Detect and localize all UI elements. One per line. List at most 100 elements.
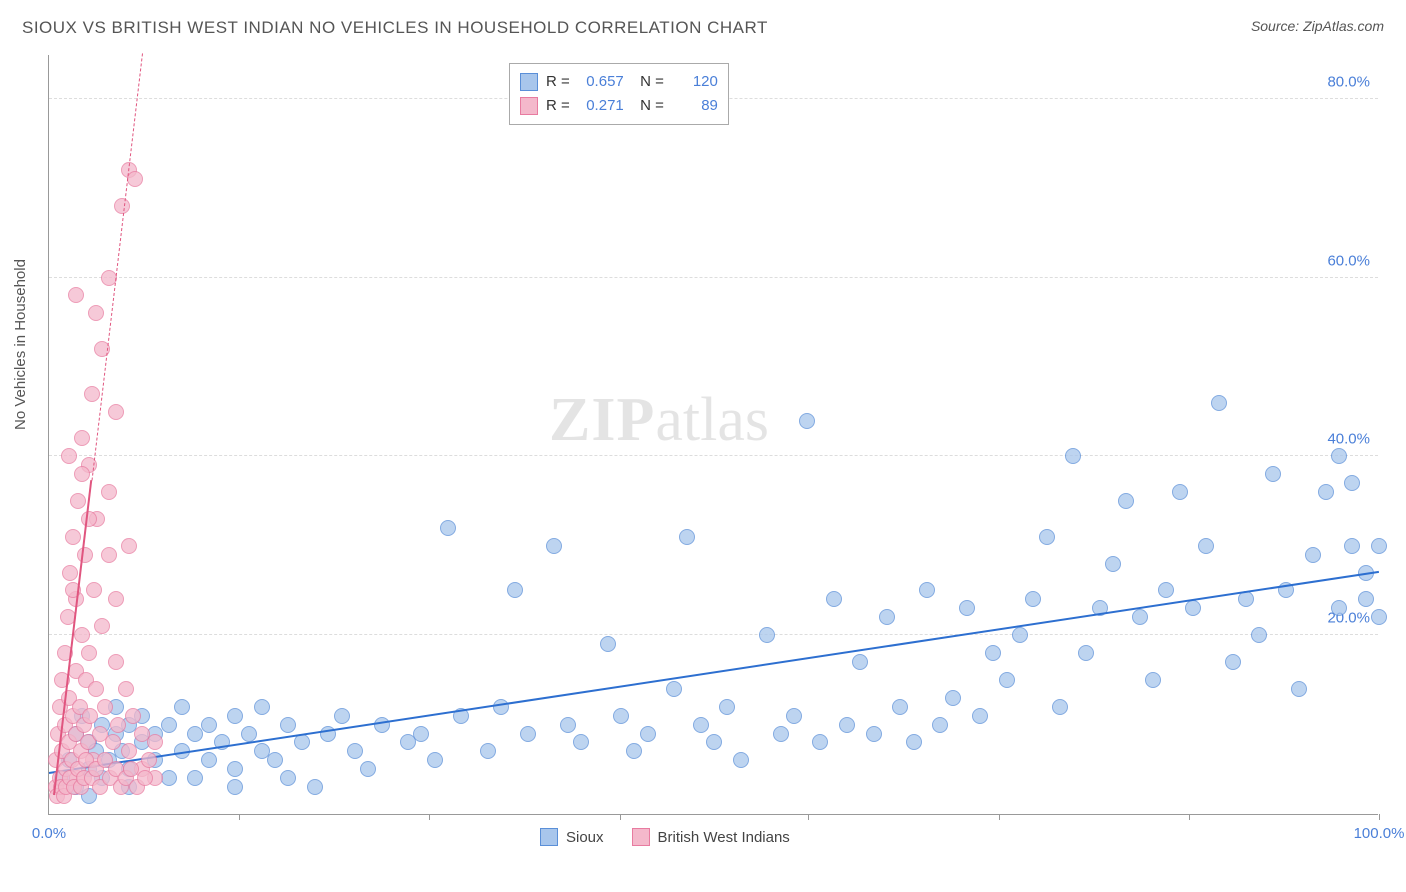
data-point bbox=[520, 726, 536, 742]
data-point bbox=[1291, 681, 1307, 697]
data-point bbox=[141, 752, 157, 768]
data-point bbox=[1371, 609, 1387, 625]
data-point bbox=[294, 734, 310, 750]
data-point bbox=[706, 734, 722, 750]
data-point bbox=[839, 717, 855, 733]
data-point bbox=[1012, 627, 1028, 643]
data-point bbox=[1025, 591, 1041, 607]
data-point bbox=[906, 734, 922, 750]
data-point bbox=[759, 627, 775, 643]
data-point bbox=[972, 708, 988, 724]
data-point bbox=[1265, 466, 1281, 482]
data-point bbox=[413, 726, 429, 742]
data-point bbox=[227, 779, 243, 795]
data-point bbox=[879, 609, 895, 625]
data-point bbox=[201, 717, 217, 733]
data-point bbox=[1331, 448, 1347, 464]
legend-r-label: R = bbox=[546, 70, 570, 94]
data-point bbox=[919, 582, 935, 598]
data-point bbox=[1318, 484, 1334, 500]
data-point bbox=[97, 699, 113, 715]
data-point bbox=[1185, 600, 1201, 616]
data-point bbox=[347, 743, 363, 759]
chart-title: SIOUX VS BRITISH WEST INDIAN NO VEHICLES… bbox=[22, 18, 768, 38]
gridline bbox=[49, 634, 1378, 635]
data-point bbox=[799, 413, 815, 429]
data-point bbox=[812, 734, 828, 750]
data-point bbox=[560, 717, 576, 733]
data-point bbox=[546, 538, 562, 554]
data-point bbox=[626, 743, 642, 759]
data-point bbox=[280, 770, 296, 786]
data-point bbox=[121, 538, 137, 554]
data-point bbox=[1211, 395, 1227, 411]
data-point bbox=[1105, 556, 1121, 572]
data-point bbox=[70, 493, 86, 509]
data-point bbox=[1052, 699, 1068, 715]
data-point bbox=[1344, 538, 1360, 554]
data-point bbox=[1225, 654, 1241, 670]
data-point bbox=[105, 734, 121, 750]
data-point bbox=[985, 645, 1001, 661]
legend-r-label: R = bbox=[546, 94, 570, 118]
data-point bbox=[307, 779, 323, 795]
x-tick bbox=[999, 814, 1000, 820]
x-tick-label: 0.0% bbox=[32, 825, 66, 842]
y-tick-label: 80.0% bbox=[1327, 73, 1370, 90]
legend-r-value: 0.271 bbox=[578, 94, 624, 118]
data-point bbox=[227, 708, 243, 724]
data-point bbox=[1039, 529, 1055, 545]
data-point bbox=[254, 699, 270, 715]
data-point bbox=[1132, 609, 1148, 625]
data-point bbox=[507, 582, 523, 598]
legend-swatch bbox=[632, 828, 650, 846]
data-point bbox=[1358, 591, 1374, 607]
data-point bbox=[77, 547, 93, 563]
data-point bbox=[852, 654, 868, 670]
data-point bbox=[81, 511, 97, 527]
data-point bbox=[1305, 547, 1321, 563]
data-point bbox=[84, 386, 100, 402]
data-point bbox=[147, 734, 163, 750]
legend-item: Sioux bbox=[540, 828, 604, 846]
data-point bbox=[68, 287, 84, 303]
data-point bbox=[88, 681, 104, 697]
data-point bbox=[74, 627, 90, 643]
data-point bbox=[1078, 645, 1094, 661]
y-axis-label: No Vehicles in Household bbox=[12, 259, 29, 430]
data-point bbox=[108, 654, 124, 670]
legend-swatch bbox=[520, 73, 538, 91]
data-point bbox=[693, 717, 709, 733]
legend-swatch bbox=[540, 828, 558, 846]
data-point bbox=[127, 171, 143, 187]
scatter-plot-area: ZIPatlas 20.0%40.0%60.0%80.0%0.0%100.0%R… bbox=[48, 55, 1378, 815]
legend-n-label: N = bbox=[632, 70, 664, 94]
data-point bbox=[114, 198, 130, 214]
data-point bbox=[101, 484, 117, 500]
data-point bbox=[866, 726, 882, 742]
data-point bbox=[360, 761, 376, 777]
legend-correlation: R =0.657 N =120R =0.271 N =89 bbox=[509, 63, 729, 125]
data-point bbox=[892, 699, 908, 715]
data-point bbox=[101, 547, 117, 563]
data-point bbox=[945, 690, 961, 706]
data-point bbox=[187, 770, 203, 786]
legend-n-label: N = bbox=[632, 94, 664, 118]
data-point bbox=[573, 734, 589, 750]
gridline bbox=[49, 277, 1378, 278]
data-point bbox=[125, 708, 141, 724]
data-point bbox=[999, 672, 1015, 688]
x-tick bbox=[620, 814, 621, 820]
data-point bbox=[81, 645, 97, 661]
data-point bbox=[61, 448, 77, 464]
x-tick bbox=[429, 814, 430, 820]
data-point bbox=[826, 591, 842, 607]
x-tick bbox=[1379, 814, 1380, 820]
data-point bbox=[1158, 582, 1174, 598]
data-point bbox=[94, 618, 110, 634]
legend-series: SiouxBritish West Indians bbox=[540, 828, 790, 846]
data-point bbox=[427, 752, 443, 768]
data-point bbox=[959, 600, 975, 616]
data-point bbox=[786, 708, 802, 724]
data-point bbox=[334, 708, 350, 724]
